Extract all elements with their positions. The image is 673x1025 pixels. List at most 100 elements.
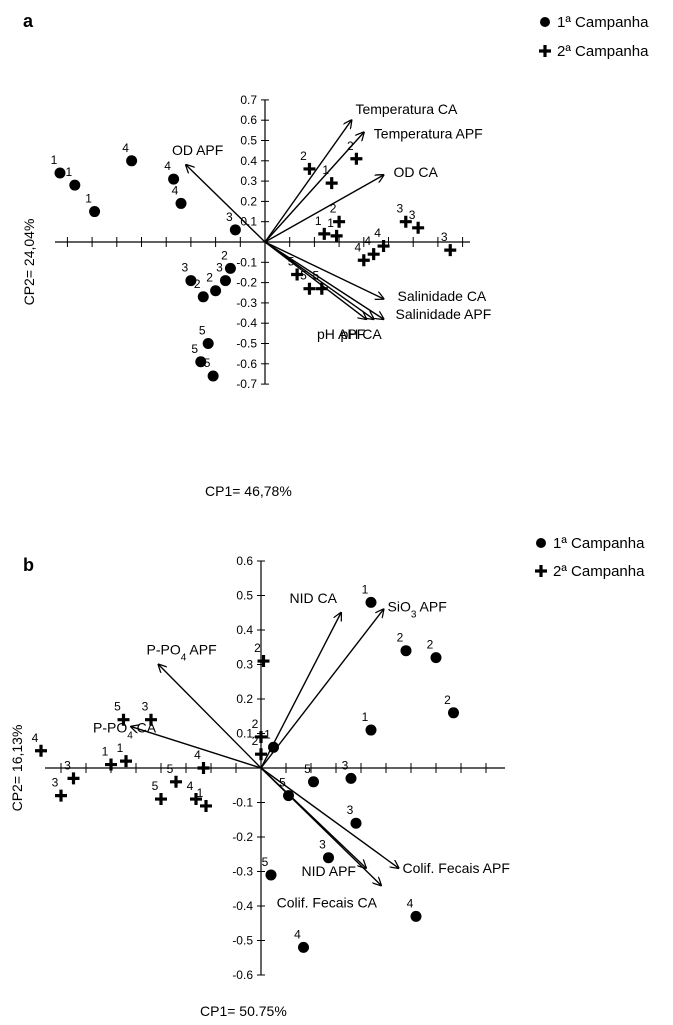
panel-a-point-label: 1: [327, 216, 334, 230]
panel-a-point-label: 4: [172, 183, 179, 197]
legend-a-plus-marker: [539, 45, 551, 57]
panel-a-point-label: 3: [226, 210, 233, 224]
panel-a-y-tick-label: -0.4: [236, 316, 257, 330]
panel-a-y-tick-label: 0.2: [240, 194, 257, 208]
panel-a-point-label: 4: [364, 234, 371, 248]
panel-b-loading-arrow: [260, 767, 366, 868]
panel-a-y-tick-label: -0.5: [236, 337, 257, 351]
panel-b-point-1a-campanha: [265, 869, 277, 881]
panel-b-letter: b: [23, 555, 34, 575]
panel-a-point-label: 2: [300, 149, 307, 163]
panel-b-loading-label: SiO3 APF: [388, 598, 447, 620]
panel-b-point-2a-campanha: [117, 713, 130, 726]
panel-a-letter: a: [23, 11, 34, 31]
panel-a-point-label: 2: [330, 202, 337, 216]
panel-b-point-1a-campanha: [430, 652, 442, 664]
panel-b-y-tick-label: 0.3: [236, 658, 253, 672]
panel-a-point-2a-campanha: [291, 268, 304, 281]
panel-a-point-label: 5: [300, 269, 307, 283]
panel-a-point-label: 4: [374, 226, 381, 240]
panel-a-loading-arrow: [264, 241, 374, 319]
panel-b-point-label: 3: [142, 700, 149, 714]
panel-b-point-2a-campanha: [155, 793, 167, 806]
panel-a-plot: 0.7 0.6 0.5 0.4 0.3 0.2 0.1 -0.1 -0.2 -0.3 -0.4 -0.…: [51, 93, 492, 391]
panel-b-y-tick-label: -0.1: [232, 796, 253, 810]
panel-b-point-label: 2: [252, 717, 259, 731]
panel-a-loading-label: OD APF: [172, 142, 223, 158]
panel-a-point-2a-campanha: [399, 215, 412, 228]
panel-b-point-2a-campanha: [105, 758, 117, 771]
panel-a-point-1a-campanha: [54, 167, 66, 179]
panel-a-point-2a-campanha: [330, 229, 343, 242]
panel-a-loading-label: Temperatura APF: [374, 125, 483, 141]
panel-b-loading-arrow: [131, 727, 262, 769]
panel-a-loading-arrow: [186, 165, 266, 243]
panel-b-point-label: 1: [362, 710, 369, 724]
panel-a-loading-label: pH APF: [317, 326, 365, 342]
panel-a-point-2a-campanha: [412, 221, 425, 234]
panel-a-y-tick-label: 0.5: [240, 134, 257, 148]
panel-a-point-label: 1: [322, 163, 329, 177]
panel-a-point-label: 3: [396, 202, 403, 216]
panel-b-y-tick-label: 0.2: [236, 692, 253, 706]
panel-b-point-label: 5: [114, 700, 121, 714]
panel-b-point-2a-campanha: [197, 762, 210, 774]
panel-b-point-label: 3: [342, 758, 349, 772]
panel-b-point-2a-campanha: [190, 793, 202, 806]
legend-b-circle-marker: [536, 538, 546, 548]
panel-a-point-2a-campanha: [367, 248, 380, 261]
panel-a-point-1a-campanha: [195, 356, 207, 368]
panel-a-point-label: 4: [122, 141, 129, 155]
panel-a-loading-arrow: [264, 241, 384, 299]
panel-b-point-label: 4: [407, 896, 414, 910]
panel-b-point-label: 1: [264, 727, 271, 741]
panel-b-point-2a-campanha: [120, 755, 132, 768]
panel-b-point-label: 4: [194, 748, 201, 762]
panel-b-point-label: 1: [197, 786, 204, 800]
panel-a-point-2a-campanha: [318, 227, 331, 240]
panel-b-y-tick-label: -0.4: [232, 899, 253, 913]
panel-b: b 1ª Campanha 2ª Campanha CP1= 50.75% CP…: [9, 535, 645, 1019]
panel-a-point-2a-campanha: [357, 254, 370, 267]
panel-b-point-2a-campanha: [145, 713, 157, 726]
panel-a-point-2a-campanha: [377, 240, 390, 253]
panel-b-point-1a-campanha: [365, 724, 377, 736]
panel-b-point-label: 2: [254, 641, 261, 655]
legend-b-plus-marker: [535, 565, 547, 577]
panel-b-point-1a-campanha: [410, 910, 422, 922]
panel-b-point-1a-campanha: [298, 941, 309, 953]
panel-a-point-1a-campanha: [175, 197, 187, 209]
panel-b-loading-arrow: [159, 665, 262, 769]
panel-a-point-1a-campanha: [197, 291, 209, 303]
panel-b-point-label: 1: [362, 582, 369, 596]
panel-b-point-2a-campanha: [35, 744, 47, 757]
panel-a-loading-label: Salinidade CA: [398, 288, 487, 304]
panel-b-point-2a-campanha: [257, 655, 270, 668]
panel-a-y-tick-label: -0.3: [236, 296, 257, 310]
panel-a-point-label: 2: [206, 271, 213, 285]
panel-a-point-label: 4: [164, 159, 171, 173]
panel-b-ylabel: CP2= 16,13%: [9, 725, 25, 812]
panel-b-point-2a-campanha: [200, 799, 212, 812]
panel-b-point-label: 1: [117, 741, 124, 755]
panel-a-loading-arrow: [264, 175, 384, 243]
panel-a-point-1a-campanha: [219, 275, 231, 287]
panel-a-point-1a-campanha: [210, 285, 222, 297]
panel-b-legend: 1ª Campanha 2ª Campanha: [535, 535, 645, 580]
legend-a-circle-marker: [540, 17, 550, 27]
panel-b-point-2a-campanha: [255, 748, 267, 761]
panel-a-loading-label: pH CA: [340, 326, 382, 342]
panel-a-point-label: 1: [315, 214, 322, 228]
panel-b-point-label: 1: [102, 745, 109, 759]
panel-a-point-2a-campanha: [444, 244, 457, 257]
panel-a-point-label: 5: [288, 254, 295, 268]
panel-a-point-label: 3: [409, 208, 416, 222]
panel-b-point-2a-campanha: [255, 730, 267, 743]
panel-a-point-1a-campanha: [89, 206, 101, 218]
legend-a-label-2: 2ª Campanha: [557, 43, 649, 60]
panel-a-point-label: 1: [51, 153, 58, 167]
panel-a-y-tick-label: -0.6: [236, 357, 257, 371]
panel-a-legend: 1ª Campanha 2ª Campanha: [539, 14, 649, 60]
panel-a-y-tick-label: -0.2: [236, 276, 257, 290]
panel-a-point-label: 5: [199, 324, 206, 338]
